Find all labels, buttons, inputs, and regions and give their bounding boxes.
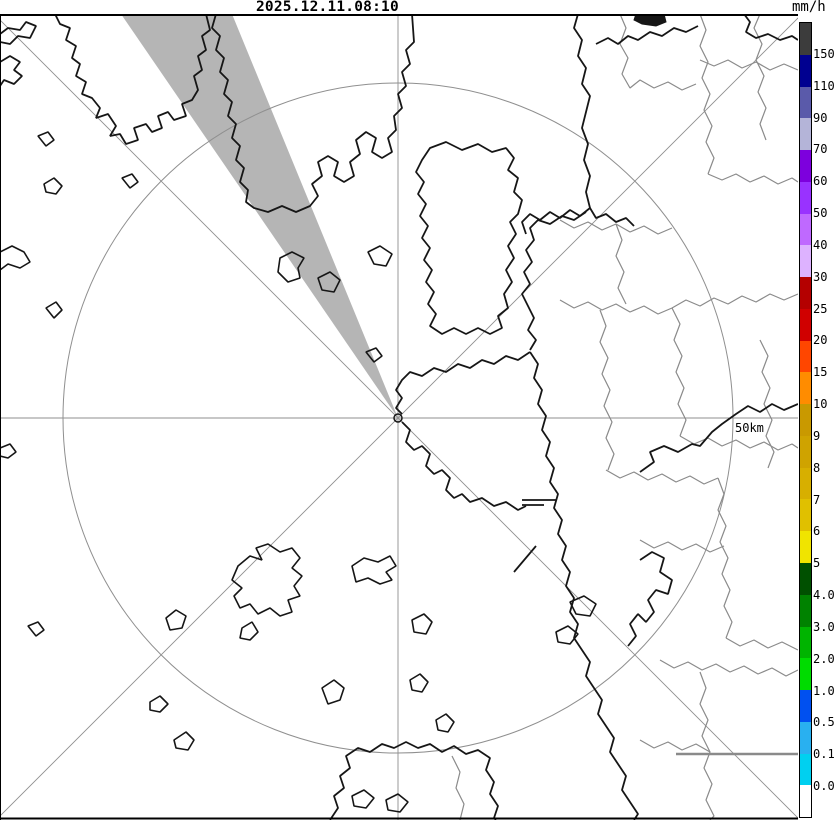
legend-tick-label: 25: [813, 301, 828, 316]
legend-tick-label: 4.0: [813, 588, 835, 603]
legend-band: [800, 785, 811, 818]
legend-tick-label: 8: [813, 460, 821, 475]
radar-map-canvas: 50km: [0, 14, 798, 820]
legend-band: [800, 467, 811, 500]
legend-band: [800, 245, 811, 278]
legend-band: [800, 54, 811, 87]
radar-center-marker: [393, 413, 403, 423]
legend-band: [800, 308, 811, 341]
legend-band: [800, 626, 811, 659]
legend-tick-label: 150: [813, 46, 835, 61]
radar-map: 50km: [0, 14, 798, 820]
legend-band: [800, 753, 811, 786]
legend-tick-label: 70: [813, 142, 828, 157]
legend-tick-label: 2.0: [813, 651, 835, 666]
legend-band: [800, 150, 811, 182]
legend-tick-label: 0.1: [813, 747, 835, 762]
legend-band: [800, 658, 811, 691]
legend-tick-label: 7: [813, 492, 821, 507]
legend-band: [800, 690, 811, 722]
legend-band: [800, 435, 811, 468]
legend-colorbar: [799, 22, 812, 818]
legend-tick-label: 15: [813, 365, 828, 380]
legend-tick-label: 0.0: [813, 779, 835, 794]
map-frame: [0, 14, 798, 820]
legend-tick-label: 60: [813, 174, 828, 189]
legend-band: [800, 721, 811, 754]
legend-tick-label: 30: [813, 269, 828, 284]
legend-band: [800, 23, 811, 55]
coastlines: [0, 14, 798, 820]
legend-band: [800, 594, 811, 627]
legend-band: [800, 86, 811, 119]
legend-tick-label: 90: [813, 110, 828, 125]
legend-tick-label: 50: [813, 206, 828, 221]
legend-band: [800, 372, 811, 405]
islands: [0, 131, 597, 813]
legend-tick-label: 10: [813, 397, 828, 412]
timestamp: 2025.12.11.08:10: [256, 0, 399, 15]
legend-band: [800, 531, 811, 564]
legend-tick-label: 110: [813, 78, 835, 93]
unit-label: mm/h: [792, 0, 826, 15]
legend-band: [800, 277, 811, 309]
legend-band: [800, 181, 811, 214]
legend-tick-label: 40: [813, 237, 828, 252]
legend-tick-label: 1.0: [813, 683, 835, 698]
admin-boundaries: [451, 14, 798, 820]
legend-tick-label: 3.0: [813, 619, 835, 634]
beam-blockage-wedge: [121, 14, 398, 418]
legend-band: [800, 340, 811, 373]
legend-tick-label: 6: [813, 524, 821, 539]
legend-tick-label: 0.5: [813, 715, 835, 730]
crosshair-lines: [0, 14, 798, 820]
legend-band: [800, 118, 811, 151]
range-ring-label: 50km: [735, 421, 764, 435]
legend-band: [800, 563, 811, 595]
legend-band: [800, 404, 811, 436]
precip-legend: 150 110 90 70 60 50 40 30 25 20 15 10 9 8 7 6 5 4.0 3.0 2.0…: [799, 22, 835, 818]
legend-tick-label: 5: [813, 556, 821, 571]
legend-band: [800, 213, 811, 246]
legend-band: [800, 499, 811, 532]
legend-tick-label: 20: [813, 333, 828, 348]
legend-tick-label: 9: [813, 428, 821, 443]
